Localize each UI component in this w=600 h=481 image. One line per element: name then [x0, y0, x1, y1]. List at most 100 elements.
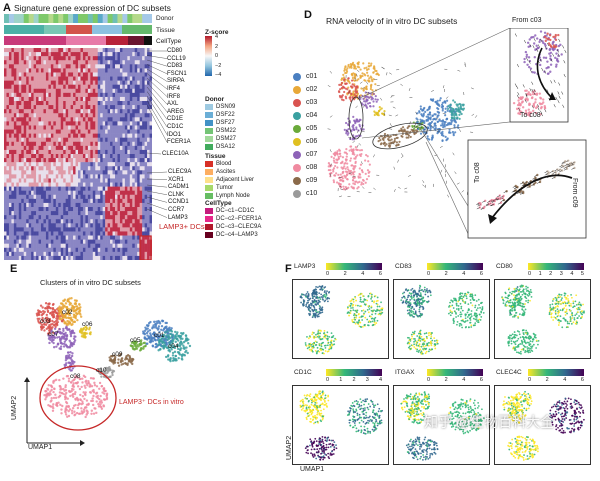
heatmap-cell	[78, 194, 81, 200]
gene-label: SIRPA	[167, 78, 185, 85]
heatmap-cell	[26, 137, 29, 143]
heatmap-cell	[73, 125, 76, 130]
heatmap-cell	[43, 133, 47, 138]
heatmap-cell	[21, 219, 25, 224]
cell-dot	[530, 96, 534, 100]
heatmap-cell	[50, 133, 54, 138]
velocity-arrow	[518, 107, 521, 111]
heatmap-cell	[122, 243, 126, 249]
heatmap-cell	[6, 96, 10, 102]
velocity-arrow	[532, 45, 535, 49]
heatmap-cell	[144, 190, 148, 196]
cell-dot	[376, 98, 379, 101]
heatmap-cell	[127, 76, 131, 81]
heatmap-cell	[18, 125, 22, 130]
cell-dot	[359, 68, 362, 71]
heatmap-cell	[149, 215, 153, 220]
heatmap-cell	[124, 121, 128, 126]
heatmap-cell	[112, 117, 116, 122]
heatmap-cell	[122, 52, 126, 57]
heatmap-cell	[28, 48, 32, 53]
heatmap-cell	[55, 154, 59, 159]
cell-dot	[521, 181, 525, 184]
heatmap-cell	[13, 243, 17, 249]
cell-dot	[526, 99, 529, 102]
heatmap-cell	[95, 137, 99, 143]
heatmap-cell	[100, 162, 103, 167]
heatmap-cell	[105, 239, 108, 244]
heatmap-cell	[53, 231, 57, 236]
heatmap-cell	[48, 190, 52, 196]
heatmap-cell	[127, 251, 131, 257]
gene-label: IRF4	[167, 86, 181, 92]
heatmap-cell	[11, 182, 15, 187]
heatmap-cell	[36, 231, 39, 236]
heatmap-cell	[147, 174, 150, 179]
heatmap-cell	[124, 162, 128, 167]
heatmap-cell	[8, 186, 12, 191]
heatmap-cell	[78, 76, 81, 81]
heatmap-cell	[43, 186, 47, 191]
heatmap-cell	[100, 76, 103, 81]
heatmap-cell	[53, 109, 57, 114]
cell-dot	[339, 173, 342, 176]
heatmap-cell	[53, 162, 57, 167]
heatmap-cell	[36, 190, 39, 196]
heatmap-cell	[53, 219, 57, 224]
heatmap-cell	[134, 92, 138, 98]
velocity-arrow	[388, 114, 392, 117]
heatmap-cell	[124, 125, 128, 130]
heatmap-cell	[38, 251, 42, 257]
cell-dot	[538, 40, 541, 44]
heatmap-cell	[87, 186, 91, 191]
heatmap-cell	[53, 133, 57, 138]
heatmap-cell	[75, 162, 79, 167]
heatmap-cell	[87, 96, 91, 102]
heatmap-cell	[90, 227, 94, 232]
heatmap-cell	[43, 231, 47, 236]
heatmap-cell	[13, 109, 17, 114]
heatmap-cell	[149, 170, 153, 175]
heatmap-cell	[4, 170, 7, 175]
heatmap-cell	[73, 129, 76, 134]
heatmap-cell	[124, 215, 128, 220]
heatmap-cell	[70, 137, 74, 143]
zscore-title: Z-score	[205, 29, 229, 36]
heatmap-cell	[70, 88, 74, 94]
cell-dot	[330, 155, 333, 158]
heatmap-cell	[26, 84, 29, 90]
heatmap-cell	[95, 235, 99, 240]
cell-dot	[367, 68, 370, 71]
heatmap-cell	[45, 105, 49, 110]
heatmap-cell	[60, 219, 64, 224]
heatmap-cell	[63, 190, 66, 196]
heatmap-cell	[134, 170, 138, 175]
heatmap-cell	[100, 145, 103, 151]
heatmap-cell	[58, 80, 62, 85]
heatmap-cell	[147, 243, 150, 249]
heatmap-cell	[102, 149, 106, 155]
heatmap-cell	[144, 101, 148, 106]
donor-legend-item: DSF22	[205, 111, 236, 119]
cell-dot	[527, 108, 530, 111]
heatmap-cell	[85, 129, 89, 134]
heatmap-cell	[137, 162, 140, 167]
heatmap-cell	[48, 129, 52, 134]
heatmap-cell	[144, 72, 148, 77]
heatmap-cell	[53, 154, 57, 159]
heatmap-cell	[117, 178, 121, 183]
heatmap-cell	[53, 186, 57, 191]
heatmap-cell	[92, 92, 96, 98]
heatmap-cell	[55, 60, 59, 65]
heatmap-cell	[112, 154, 116, 159]
heatmap-cell	[129, 60, 133, 65]
heatmap-cell	[107, 121, 111, 126]
heatmap-cell	[45, 215, 49, 220]
heatmap-cell	[119, 202, 123, 208]
cell-dot	[556, 57, 559, 61]
heatmap-cell	[21, 117, 25, 122]
panel-e-letter: E	[10, 263, 18, 275]
heatmap-cell	[70, 239, 74, 244]
heatmap-cell	[132, 154, 136, 159]
donor-legend: Donor DSN09 DSF22 DSF27 DSM22 DSM27 DSA12	[205, 96, 236, 151]
